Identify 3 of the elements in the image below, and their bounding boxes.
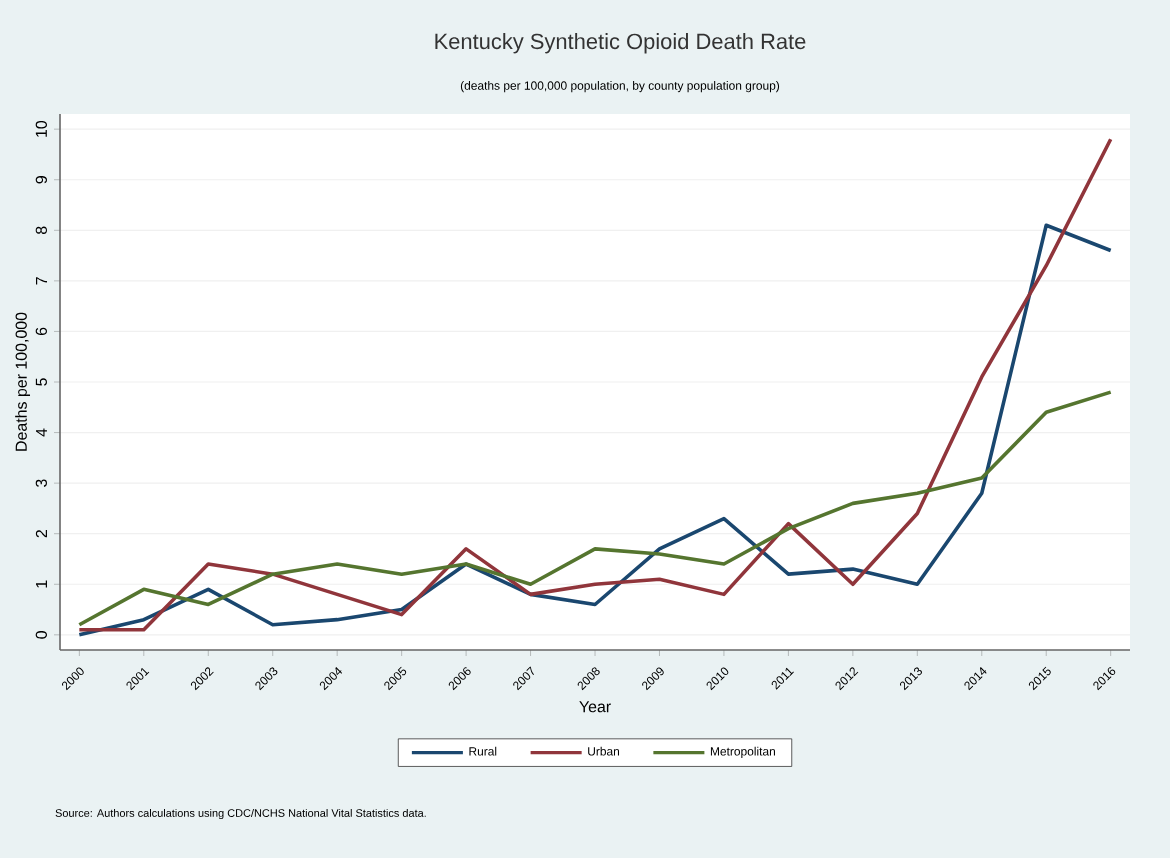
line-series (77, 390, 1113, 627)
chart-title: Kentucky Synthetic Opioid Death Rate (435, 33, 806, 54)
line-series (77, 223, 1113, 637)
